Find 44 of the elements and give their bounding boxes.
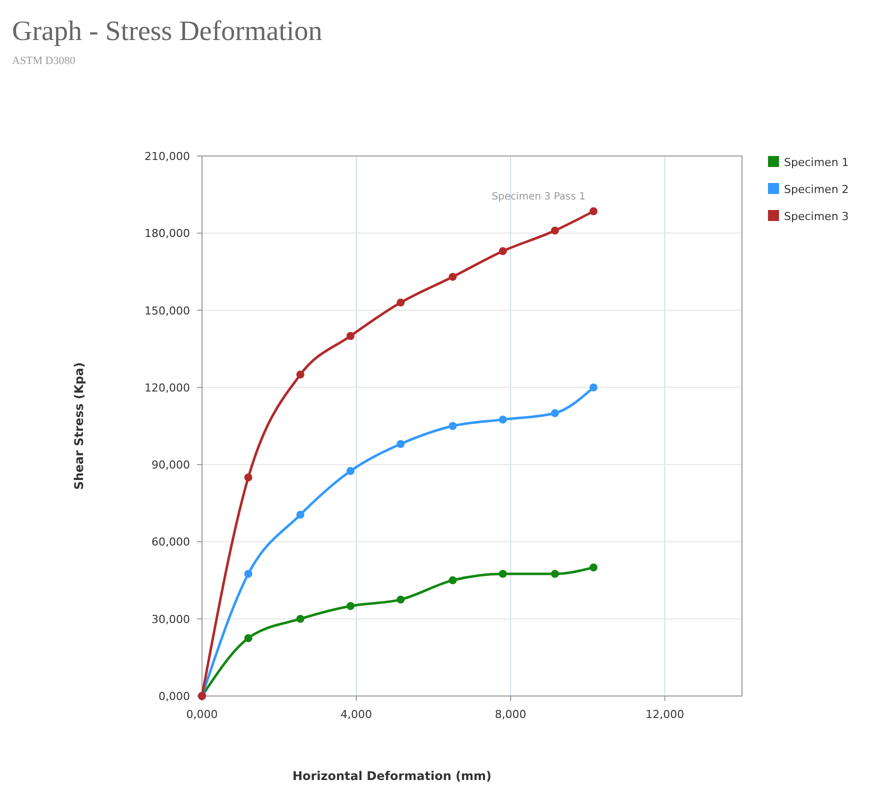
point (498, 570, 507, 578)
point (550, 226, 559, 235)
y-tick-label: 150,000 (144, 304, 190, 318)
y-tick-label: 210,000 (144, 150, 190, 163)
y-tick-label: 120,000 (144, 381, 190, 394)
text: ASTM D3080 (12, 55, 76, 67)
point (346, 332, 354, 340)
point (590, 383, 598, 392)
x-tick-label: 8,000 (494, 708, 526, 721)
x-tick-label: 4,000 (340, 708, 372, 721)
point (590, 207, 598, 216)
point (244, 570, 252, 578)
point (448, 576, 457, 584)
annotation: Specimen 3 Pass 1 (492, 191, 586, 202)
point (498, 416, 507, 424)
point (296, 370, 304, 379)
y-tick-label: 30,000 (152, 612, 190, 626)
point (550, 409, 559, 418)
point (346, 602, 354, 610)
chart-title: Graph - Stress Deformation (12, 16, 322, 47)
point (244, 473, 252, 482)
legend-label: Specimen 3 (784, 210, 849, 223)
legend-label: Specimen 1 (784, 156, 849, 169)
point (296, 614, 304, 623)
point (590, 563, 598, 572)
y-tick-label: 0,000 (158, 690, 190, 703)
legend-label: Specimen 2 (784, 183, 849, 196)
y-tick-label: 180,000 (144, 227, 190, 240)
point (448, 422, 457, 430)
x-tick-label: 0,000 (186, 708, 218, 721)
y-tick-label: 60,000 (152, 536, 190, 549)
point (550, 570, 559, 578)
point (296, 510, 304, 519)
point (498, 247, 507, 256)
x-tick-label: 12,000 (646, 708, 684, 721)
point (396, 440, 405, 448)
point (396, 298, 405, 307)
x-axis-title: Horizontal Deformation (mm) (292, 769, 492, 783)
point (346, 467, 354, 475)
y-axis-title: Shear Stress (Kpa) (72, 362, 86, 490)
point (244, 634, 252, 642)
point (396, 596, 405, 604)
point (448, 272, 457, 281)
y-tick-label: 90,000 (152, 458, 190, 472)
